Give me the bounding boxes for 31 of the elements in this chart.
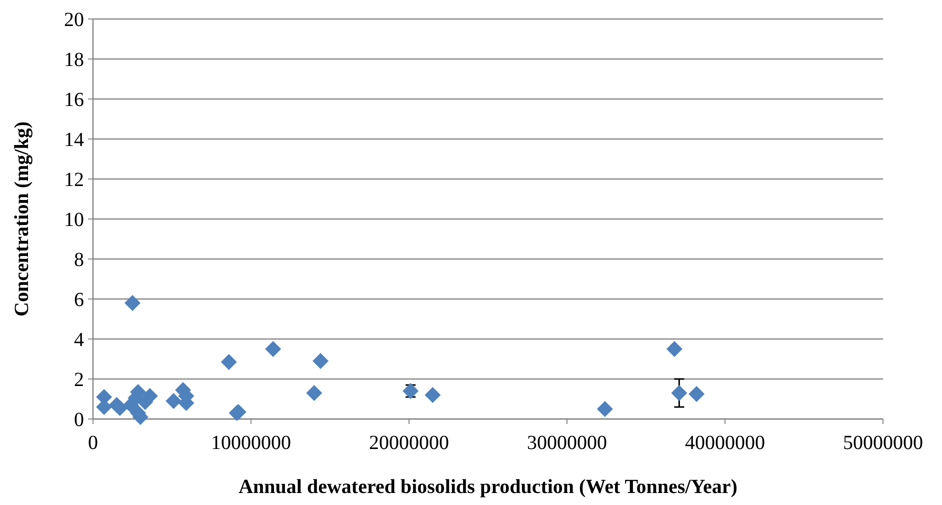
y-tick-label: 4 bbox=[74, 329, 84, 351]
point bbox=[424, 387, 441, 403]
x-tick-label: 50000000 bbox=[843, 432, 923, 454]
point bbox=[112, 400, 128, 416]
y-tick-label: 18 bbox=[64, 49, 84, 71]
point bbox=[124, 295, 140, 311]
point bbox=[220, 354, 237, 370]
y-tick-label: 6 bbox=[74, 289, 84, 311]
x-tick-label: 40000000 bbox=[685, 432, 765, 454]
point bbox=[265, 341, 282, 357]
y-tick-label: 16 bbox=[64, 89, 84, 111]
y-tick-label: 2 bbox=[74, 369, 84, 391]
y-tick-label: 20 bbox=[64, 9, 84, 31]
point bbox=[166, 393, 182, 409]
point bbox=[312, 353, 329, 369]
x-tick-label: 0 bbox=[88, 432, 98, 454]
y-tick-label: 0 bbox=[74, 409, 84, 431]
point bbox=[666, 341, 682, 357]
x-axis-title: Annual dewatered biosolids production (Wet Tonnes/Year) bbox=[238, 476, 738, 498]
y-tick-label: 10 bbox=[64, 209, 84, 231]
point bbox=[596, 401, 613, 417]
y-tick-label: 8 bbox=[74, 249, 84, 271]
x-tick-label: 20000000 bbox=[369, 432, 449, 454]
x-tick-label: 30000000 bbox=[527, 432, 607, 454]
point bbox=[688, 386, 705, 402]
point bbox=[671, 385, 688, 401]
y-tick-label: 14 bbox=[64, 129, 84, 151]
y-tick-label: 12 bbox=[64, 169, 84, 191]
point bbox=[306, 385, 322, 401]
x-tick-label: 10000000 bbox=[211, 432, 291, 454]
y-axis-title: Concentration (mg/kg) bbox=[11, 122, 33, 316]
